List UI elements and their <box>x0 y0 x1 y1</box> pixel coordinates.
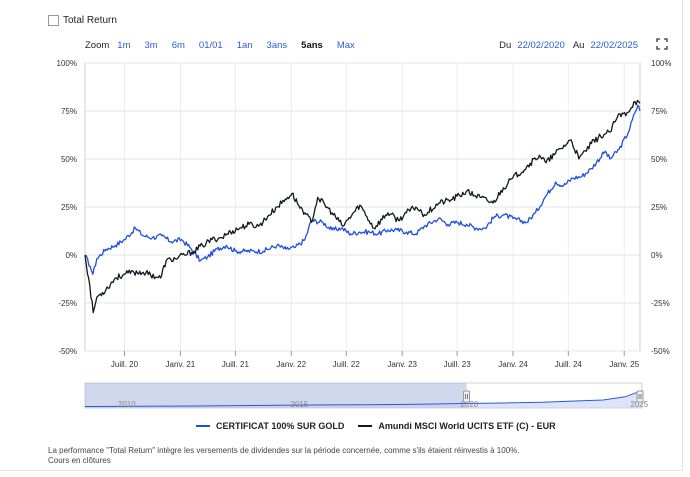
footnote: La performance "Total Return" intègre le… <box>48 446 519 466</box>
date-from-label: Du <box>499 40 512 51</box>
y-tick-label-right: -25% <box>651 299 670 308</box>
x-tick-label: Janv. 21 <box>166 360 196 369</box>
navigator-label: 2015 <box>291 400 309 409</box>
legend-swatch-gold <box>196 425 210 427</box>
navigator-mask <box>85 383 467 408</box>
x-tick-label: Juill. 24 <box>555 360 583 369</box>
y-tick-label-left: 25% <box>61 203 77 212</box>
date-range: Du 22/02/2020 Au 22/02/2025 <box>499 40 646 51</box>
zoom-6m-button[interactable]: 6m <box>171 40 185 51</box>
navigator-area <box>85 390 642 408</box>
footnote-line-2: Cours en clôtures <box>48 456 111 465</box>
y-tick-label-left: -50% <box>58 347 77 356</box>
legend-label-gold: CERTIFICAT 100% SUR GOLD <box>216 421 345 431</box>
x-tick-label: Juill. 20 <box>111 360 139 369</box>
y-tick-label-right: -50% <box>651 347 670 356</box>
y-tick-label-right: 50% <box>651 155 667 164</box>
navigator-label: 2025 <box>630 400 648 409</box>
zoom-5ans-button[interactable]: 5ans <box>301 40 323 51</box>
x-tick-label: Janv. 25 <box>609 360 639 369</box>
y-tick-label-left: 100% <box>57 59 77 68</box>
y-tick-label-left: -25% <box>58 299 77 308</box>
y-tick-label-left: 0% <box>65 251 77 260</box>
zoom-toolbar: Zoom 1m 3m 6m 01/01 1an 3ans 5ans Max <box>85 40 369 51</box>
total-return-checkbox[interactable] <box>48 15 59 26</box>
x-tick-label: Janv. 22 <box>276 360 306 369</box>
y-tick-label-left: 75% <box>61 107 77 116</box>
navigator-label: 2020 <box>460 400 478 409</box>
total-return-toggle[interactable]: Total Return <box>48 15 117 26</box>
expand-icon[interactable] <box>656 38 668 50</box>
x-tick-label: Juill. 23 <box>444 360 472 369</box>
navigator-handle-left[interactable] <box>463 390 471 403</box>
date-to-label: Au <box>572 40 585 51</box>
y-tick-label-right: 75% <box>651 107 667 116</box>
chart-legend: CERTIFICAT 100% SUR GOLD Amundi MSCI Wor… <box>196 421 570 431</box>
zoom-3m-button[interactable]: 3m <box>144 40 158 51</box>
x-tick-label: Janv. 24 <box>498 360 528 369</box>
legend-item-msci[interactable]: Amundi MSCI World UCITS ETF (C) - EUR <box>358 421 556 431</box>
x-tick-label: Juill. 21 <box>222 360 250 369</box>
total-return-label[interactable]: Total Return <box>63 15 117 26</box>
navigator-label: 2010 <box>118 400 136 409</box>
x-tick-label: Juill. 22 <box>333 360 361 369</box>
navigator-handle-right[interactable] <box>636 390 644 403</box>
y-tick-label-left: 50% <box>61 155 77 164</box>
zoom-label: Zoom <box>85 40 110 51</box>
zoom-ytd-button[interactable]: 01/01 <box>198 40 223 51</box>
zoom-1m-button[interactable]: 1m <box>117 40 131 51</box>
date-from-input[interactable]: 22/02/2020 <box>517 40 565 51</box>
y-tick-label-right: 100% <box>651 59 671 68</box>
zoom-1an-button[interactable]: 1an <box>236 40 253 51</box>
series-line-gold <box>84 104 641 275</box>
series-line-msci <box>84 99 641 314</box>
x-tick-label: Janv. 23 <box>387 360 417 369</box>
legend-swatch-msci <box>358 425 373 427</box>
navigator-line <box>84 390 643 407</box>
zoom-max-button[interactable]: Max <box>336 40 355 51</box>
zoom-3ans-button[interactable]: 3ans <box>266 40 288 51</box>
footnote-line-1: La performance "Total Return" intègre le… <box>48 446 520 455</box>
legend-item-gold[interactable]: CERTIFICAT 100% SUR GOLD <box>196 421 344 431</box>
legend-label-msci: Amundi MSCI World UCITS ETF (C) - EUR <box>378 421 556 431</box>
y-tick-label-right: 0% <box>651 251 663 260</box>
date-to-input[interactable]: 22/02/2025 <box>590 40 638 51</box>
y-tick-label-right: 25% <box>651 203 667 212</box>
